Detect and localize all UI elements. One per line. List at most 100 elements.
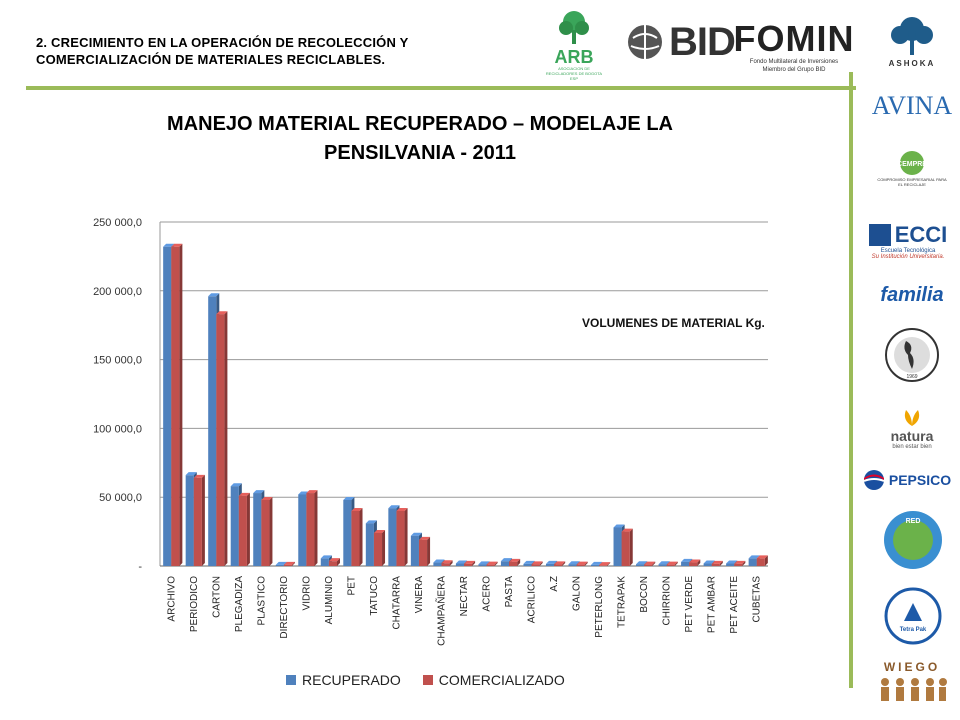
- tree-icon: [891, 16, 933, 55]
- bid-logo: BID: [620, 14, 740, 70]
- bar-side-comercializado: [472, 560, 476, 566]
- tetrapak-logo-text: Tetra Pak: [900, 627, 927, 633]
- bar-comercializado: [644, 564, 653, 566]
- x-tick-label: DIRECTORIO: [279, 576, 290, 639]
- bar-comercializado: [193, 477, 202, 566]
- chart-title: MANEJO MATERIAL RECUPERADO – MODELAJE LA…: [90, 110, 750, 168]
- bar-top-comercializado: [306, 490, 318, 494]
- bar-top-comercializado: [216, 311, 228, 315]
- y-tick-label: 100 000,0: [93, 423, 142, 435]
- ecci-logo-subtitle1: Escuela Tecnológica: [880, 248, 936, 254]
- bar-recuperado: [658, 564, 667, 566]
- globe-icon: [628, 25, 663, 59]
- bar-top-recuperado: [658, 561, 670, 565]
- bar-top-comercializado: [666, 561, 678, 565]
- bar-recuperado: [365, 523, 374, 566]
- slide-header-line1: 2. CRECIMIENTO EN LA OPERACIÓN DE RECOLE…: [36, 35, 409, 50]
- x-tick-label: ARCHIVO: [166, 576, 177, 622]
- bar-top-comercializado: [599, 562, 611, 566]
- x-tick-label: CHIRRION: [662, 576, 673, 625]
- bar-recuperado: [208, 296, 217, 566]
- bar-top-recuperado: [703, 560, 715, 564]
- ecci-logo-subtitle2: Su Institución Universitaria.: [871, 254, 945, 260]
- x-tick-label: CARTON: [211, 576, 222, 618]
- bar-top-comercializado: [554, 561, 566, 565]
- ecci-square-icon: [868, 224, 891, 246]
- bar-top-recuperado: [343, 496, 355, 500]
- bar-recuperado: [455, 563, 464, 566]
- bar-top-comercializado: [238, 492, 250, 496]
- x-tick-label: PLEGADIZA: [234, 576, 245, 632]
- x-tick-label: CUBETAS: [752, 576, 763, 623]
- bar-side-comercializado: [404, 507, 408, 566]
- tetrapak-badge-icon: Tetra Pak: [884, 587, 942, 645]
- ashoka-logo: ASHOKA: [874, 10, 950, 72]
- bar-top-recuperado: [681, 558, 693, 562]
- bar-top-comercializado: [283, 561, 295, 565]
- pepsico-logo: PEPSICO: [858, 462, 956, 498]
- bar-comercializado: [441, 563, 450, 566]
- divider-horizontal: [26, 86, 856, 90]
- bar-side-comercializado: [517, 558, 521, 566]
- cempre-icon-text: CEMPRE: [897, 161, 927, 168]
- bar-top-recuperado: [478, 561, 490, 565]
- bar-comercializado: [554, 564, 563, 566]
- legend-label-comercializado: COMERCIALIZADO: [438, 672, 565, 688]
- cempre-logo-subtitle: COMPROMISO EMPRESARIAL PARA EL RECICLAJE: [877, 177, 947, 187]
- bar-recuperado: [636, 564, 645, 566]
- x-tick-label: TATUCO: [369, 576, 380, 616]
- bar-top-comercializado: [486, 561, 498, 565]
- bar-side-comercializado: [179, 243, 183, 566]
- x-tick-label: CHATARRA: [391, 576, 402, 630]
- wiego-logo-text: WIEGO: [883, 660, 941, 674]
- bar-top-recuperado: [613, 524, 625, 528]
- x-tick-label: VINERA: [414, 576, 425, 614]
- bar-top-recuperado: [185, 472, 197, 476]
- bar-recuperado: [478, 564, 487, 566]
- flower-icon: [904, 410, 920, 426]
- pepsico-logo-text: PEPSICO: [888, 472, 952, 488]
- fomin-logo-text: FOMIN: [733, 18, 855, 59]
- ashoka-logo-text: ASHOKA: [888, 58, 936, 68]
- tree-icon: [559, 10, 589, 44]
- bar-side-comercializado: [359, 507, 363, 566]
- bar-recuperado: [613, 527, 622, 566]
- bar-side-comercializado: [539, 561, 543, 566]
- bar-top-comercializado: [261, 496, 273, 500]
- bar-comercializado: [689, 562, 698, 566]
- legend-item-recuperado: RECUPERADO: [286, 672, 401, 688]
- bar-comercializado: [531, 564, 540, 566]
- bar-comercializado: [464, 563, 473, 566]
- x-tick-label: VIDRIO: [301, 576, 312, 611]
- y-tick-label: 250 000,0: [93, 217, 142, 229]
- pepsi-globe-icon: [863, 470, 885, 490]
- avina-logo: AVINA: [872, 86, 952, 126]
- familia-logo-text: familia: [880, 283, 944, 306]
- bar-top-recuperado: [433, 559, 445, 563]
- bar-recuperado: [703, 563, 712, 566]
- bar-recuperado: [410, 535, 419, 566]
- bar-top-comercializado: [734, 560, 746, 564]
- fundacion-logo: 1969: [876, 324, 948, 386]
- bar-side-comercializado: [269, 496, 273, 566]
- y-tick-label: 150 000,0: [93, 355, 142, 367]
- bar-comercializado: [306, 493, 315, 566]
- legend-swatch-recuperado: [286, 675, 296, 685]
- bar-comercializado: [373, 532, 383, 566]
- legend-label-recuperado: RECUPERADO: [302, 672, 401, 688]
- bar-comercializado: [509, 561, 518, 566]
- bar-side-comercializado: [742, 560, 746, 566]
- y-tick-label: -: [138, 561, 142, 573]
- bar-side-comercializado: [201, 474, 205, 566]
- x-tick-label: A.Z: [549, 576, 560, 592]
- bar-recuperado: [343, 499, 352, 566]
- x-tick-label: PLASTICO: [256, 576, 267, 626]
- x-tick-label: PET ACEITE: [729, 576, 740, 634]
- bar-comercializado: [599, 565, 608, 566]
- bar-top-recuperado: [455, 560, 467, 564]
- bar-top-recuperado: [568, 561, 580, 565]
- bar-top-recuperado: [275, 561, 287, 565]
- x-tick-label: CHAMPAÑERA: [434, 576, 447, 646]
- x-tick-label: BOCON: [639, 576, 650, 613]
- x-tick-label: PERIODICO: [189, 576, 200, 632]
